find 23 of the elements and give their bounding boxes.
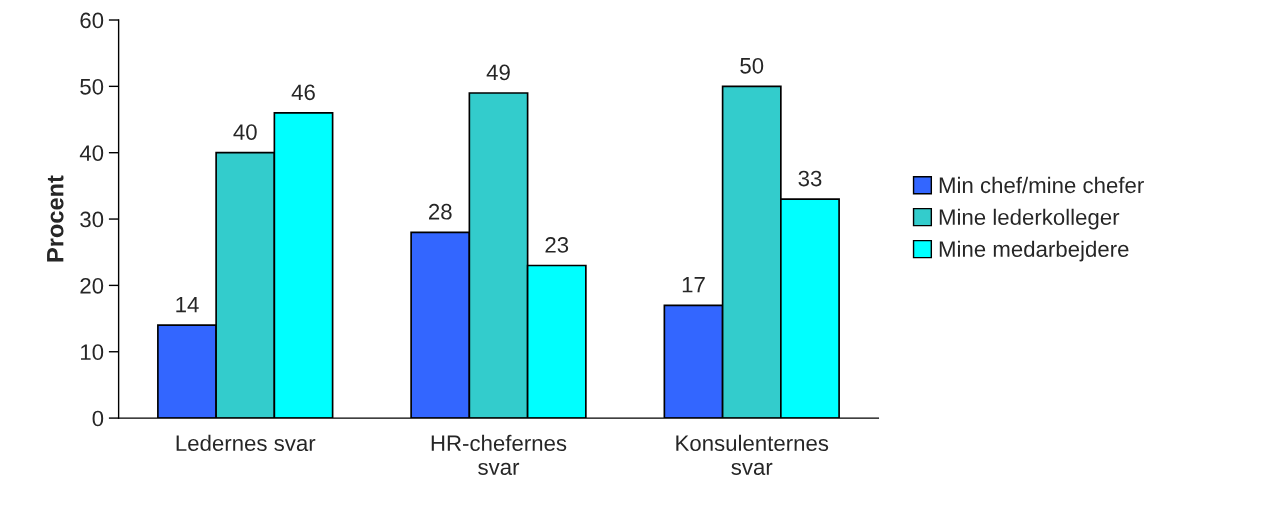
y-tick-label: 20: [80, 277, 104, 294]
legend-label: Min chef/mine chefer: [939, 176, 1144, 194]
data-label: 40: [233, 124, 257, 140]
data-label: 14: [176, 296, 199, 313]
y-tick-label: 30: [80, 211, 104, 228]
data-label: 23: [545, 237, 569, 253]
y-tick-label: 0: [92, 410, 104, 427]
y-tick-label: 40: [79, 145, 104, 161]
legend-label: Mine lederkolleger: [939, 208, 1120, 230]
y-tick-label: 50: [80, 78, 104, 95]
data-label: 28: [429, 203, 452, 220]
data-label: 46: [291, 84, 315, 101]
x-tick-label: Konsulenternes svar: [676, 434, 829, 476]
y-axis-title: Procent: [47, 175, 64, 262]
data-label: 33: [798, 170, 822, 187]
data-label: 49: [486, 64, 510, 81]
x-tick-label: Ledernes svar: [176, 434, 316, 452]
x-tick-label: HR-chefernes svar: [431, 434, 567, 476]
data-label: 50: [740, 57, 764, 74]
y-tick-label: 60: [80, 12, 104, 29]
legend-label: Mine medarbejdere: [939, 240, 1129, 262]
y-tick-label: 10: [81, 344, 104, 361]
data-label: 17: [682, 277, 705, 293]
